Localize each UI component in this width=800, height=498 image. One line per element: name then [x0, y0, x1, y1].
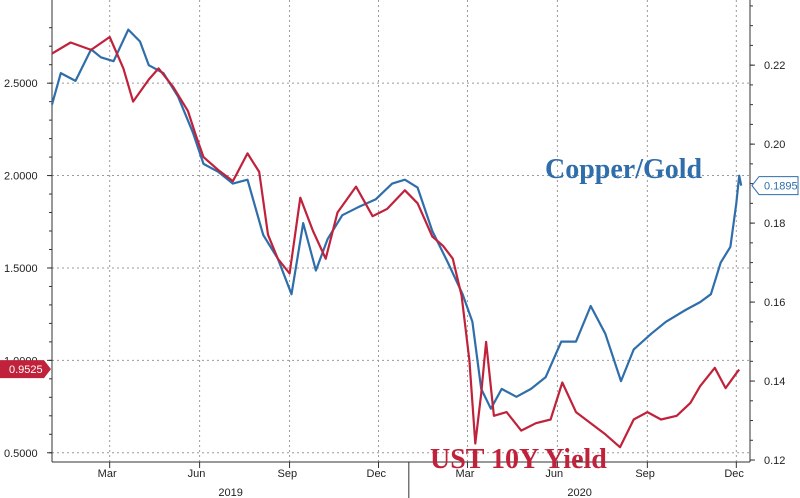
- x-tick-label: Dec: [724, 468, 744, 480]
- y-right-tick-label: 0.16: [764, 297, 785, 309]
- y-left-tick-label: 2.0000: [4, 171, 38, 183]
- x-tick-label: Dec: [367, 468, 387, 480]
- year-label-2019: 2019: [218, 487, 242, 498]
- x-tick-label: Jun: [545, 468, 563, 480]
- badge-shape: [0, 360, 51, 379]
- x-tick-label: Mar: [98, 468, 117, 480]
- series-label-copper-gold: Copper/Gold: [545, 154, 703, 185]
- series-label-ust-10y: UST 10Y Yield: [430, 444, 607, 475]
- x-tick-label: Sep: [635, 468, 655, 480]
- x-tick-label: Sep: [278, 468, 298, 480]
- series-line-ust-10y: [51, 35, 741, 449]
- badge-text: 0.9525: [9, 364, 43, 376]
- y-left-tick-label: 2.5000: [4, 78, 38, 90]
- y-left-tick-label: 1.5000: [4, 263, 38, 275]
- y-right-tick-label: 0.22: [764, 60, 785, 72]
- x-tick-label: Jun: [188, 468, 206, 480]
- y-right-tick-label: 0.18: [764, 218, 785, 230]
- x-tick-label: Mar: [455, 468, 474, 480]
- axes: Mar Jun Sep Dec Mar Jun Sep Dec 2019 2020 0.5000 1.…: [4, 0, 785, 498]
- y-right-tick-label: 0.14: [764, 376, 785, 388]
- grid: [52, 0, 750, 462]
- y-right-tick-label: 0.12: [764, 455, 785, 467]
- badge-shape: [751, 176, 799, 196]
- y-left-tick-label: 0.5000: [4, 448, 38, 460]
- badge-text: 0.1895: [764, 181, 798, 193]
- series-layer: [50, 28, 743, 449]
- last-value-badge-copper-gold: 0.1895: [751, 176, 799, 196]
- last-value-badge-ust-10y: 0.9525: [0, 360, 51, 379]
- year-label-2020: 2020: [567, 487, 591, 498]
- y-right-tick-label: 0.20: [764, 139, 785, 151]
- last-value-badges: 0.9525 0.1895: [0, 176, 799, 379]
